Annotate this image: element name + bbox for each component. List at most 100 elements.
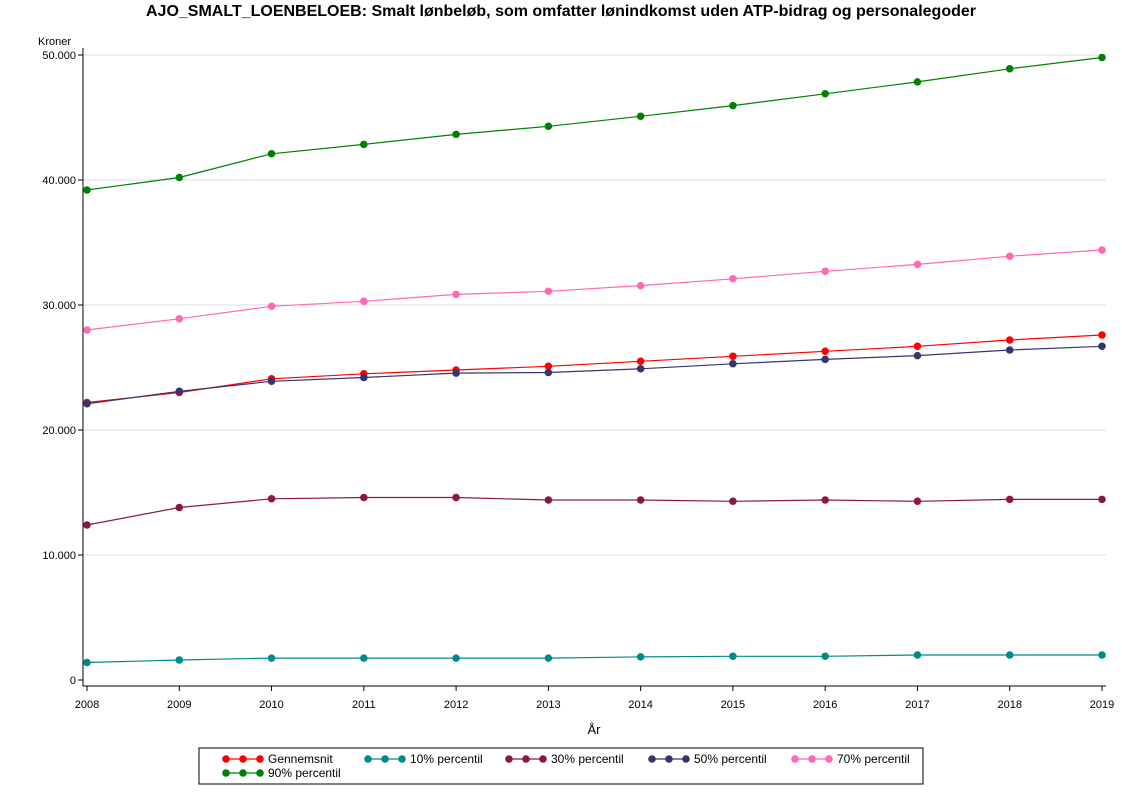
data-point-10pct-percentil <box>821 652 829 661</box>
x-tick-label: 2011 <box>352 699 376 711</box>
data-point-70pct-percentil <box>636 281 645 290</box>
data-point-gennemsnit <box>913 342 922 351</box>
data-point-30pct-percentil <box>913 497 922 506</box>
series-line-90pct-percentil <box>86 56 1103 191</box>
data-point-70pct-percentil <box>452 290 460 299</box>
data-point-10pct-percentil <box>913 651 922 659</box>
series-line-50pct-percentil <box>86 345 1103 405</box>
x-tick-label: 2014 <box>628 699 652 711</box>
legend-swatch-marker <box>398 755 406 763</box>
legend-item-gennemsnit: Gennemsnit <box>222 752 333 766</box>
data-point-30pct-percentil <box>636 496 645 504</box>
data-point-30pct-percentil <box>360 493 368 502</box>
legend-item-90pct-percentil: 90% percentil <box>222 766 341 780</box>
series-line-10pct-percentil <box>86 654 1102 664</box>
x-tick-label: 2019 <box>1090 699 1114 711</box>
ticks: 0 10.000 20.000 30.000 40.000 50.000 2008 2009 2… <box>42 50 1114 711</box>
data-point-30pct-percentil <box>729 497 737 506</box>
legend-swatch-marker <box>648 755 656 763</box>
legend-swatch-marker <box>825 755 833 763</box>
legend-swatch-marker <box>505 755 513 763</box>
data-point-70pct-percentil <box>821 267 829 276</box>
legend-swatch-marker <box>381 755 389 763</box>
data-point-10pct-percentil <box>544 654 553 662</box>
x-axis-label: År <box>588 722 602 737</box>
legend-swatch-marker <box>791 755 799 763</box>
data-point-10pct-percentil <box>83 658 91 667</box>
legend-swatch-marker <box>256 769 264 777</box>
data-point-50pct-percentil <box>83 399 91 408</box>
data-point-90pct-percentil <box>636 112 645 121</box>
data-point-90pct-percentil <box>452 130 460 139</box>
y-tick-label: 50.000 <box>42 50 76 62</box>
data-point-10pct-percentil <box>1098 651 1106 659</box>
x-tick-label: 2008 <box>75 699 99 711</box>
legend-item-10pct-percentil: 10% percentil <box>364 752 483 766</box>
data-point-70pct-percentil <box>83 326 91 334</box>
data-point-50pct-percentil <box>821 355 829 364</box>
legend-item-30pct-percentil: 30% percentil <box>505 752 624 766</box>
data-point-50pct-percentil <box>267 377 276 386</box>
legend-swatch-marker <box>539 755 547 763</box>
data-point-10pct-percentil <box>452 654 460 662</box>
data-point-70pct-percentil <box>544 287 553 296</box>
data-point-50pct-percentil <box>729 359 737 368</box>
data-point-50pct-percentil <box>636 364 645 373</box>
x-tick-label: 2016 <box>813 699 837 711</box>
data-point-90pct-percentil <box>544 122 553 131</box>
y-tick-label: 0 <box>70 675 76 687</box>
legend-swatch-marker <box>808 755 816 763</box>
series <box>83 53 1106 667</box>
data-point-70pct-percentil <box>360 297 368 306</box>
legend-label: 70% percentil <box>837 752 910 766</box>
data-point-50pct-percentil <box>1098 342 1106 351</box>
x-tick-label: 2012 <box>444 699 468 711</box>
data-point-gennemsnit <box>636 357 645 366</box>
legend-label: 90% percentil <box>268 766 341 780</box>
legend-swatch-marker <box>222 755 230 763</box>
legend: Gennemsnit 10% percentil 30% percentil 50% … <box>198 747 924 785</box>
series-line-30pct-percentil <box>86 496 1102 526</box>
data-point-70pct-percentil <box>1005 252 1014 261</box>
x-tick-label: 2010 <box>259 699 283 711</box>
data-point-gennemsnit <box>1098 331 1106 339</box>
legend-swatch-marker <box>256 755 264 763</box>
legend-swatch-marker <box>522 755 530 763</box>
data-point-gennemsnit <box>544 362 553 371</box>
legend-swatch-marker <box>222 769 230 777</box>
y-tick-label: 30.000 <box>42 300 76 312</box>
legend-swatch-marker <box>239 755 247 763</box>
legend-item-50pct-percentil: 50% percentil <box>648 752 767 766</box>
data-point-gennemsnit <box>1005 336 1014 344</box>
data-point-90pct-percentil <box>729 101 737 110</box>
y-tick-label: 40.000 <box>42 175 76 187</box>
data-point-90pct-percentil <box>821 89 829 98</box>
data-point-70pct-percentil <box>913 260 922 269</box>
data-point-50pct-percentil <box>544 368 553 377</box>
data-point-90pct-percentil <box>83 186 91 194</box>
x-tick-label: 2018 <box>997 699 1021 711</box>
data-point-50pct-percentil <box>360 373 368 382</box>
data-point-90pct-percentil <box>913 78 922 86</box>
legend-label: 50% percentil <box>694 752 767 766</box>
axes <box>82 48 1106 687</box>
x-tick-label: 2013 <box>536 699 560 711</box>
data-point-30pct-percentil <box>452 493 460 502</box>
data-point-70pct-percentil <box>175 314 184 323</box>
data-point-70pct-percentil <box>729 274 737 283</box>
y-tick-label: 10.000 <box>42 550 76 562</box>
data-point-30pct-percentil <box>544 496 553 504</box>
data-point-10pct-percentil <box>267 654 276 662</box>
chart-title: AJO_SMALT_LOENBELOEB: Smalt lønbeløb, so… <box>146 3 976 20</box>
data-point-gennemsnit <box>821 347 829 356</box>
x-tick-label: 2015 <box>721 699 745 711</box>
data-point-30pct-percentil <box>175 503 184 512</box>
legend-label: Gennemsnit <box>268 752 333 766</box>
data-point-50pct-percentil <box>1005 346 1014 354</box>
y-axis-label: Kroner <box>38 36 71 48</box>
data-point-90pct-percentil <box>175 173 184 182</box>
legend-box <box>198 747 924 785</box>
legend-item-70pct-percentil: 70% percentil <box>791 752 910 766</box>
data-point-30pct-percentil <box>1005 495 1014 504</box>
y-tick-label: 20.000 <box>42 425 76 437</box>
